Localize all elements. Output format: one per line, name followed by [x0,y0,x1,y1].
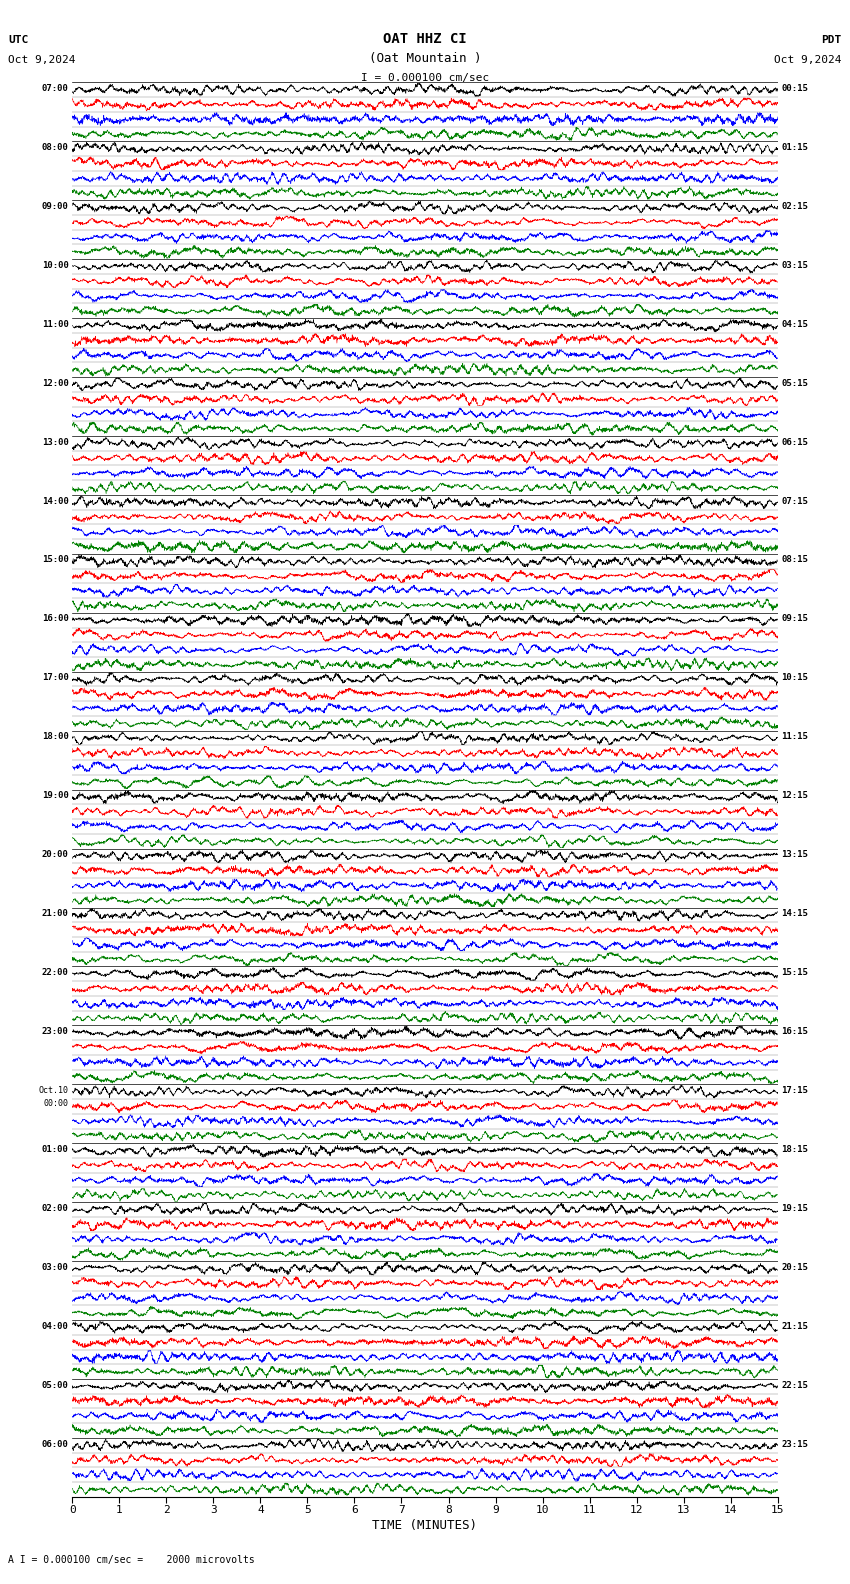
Text: 14:00: 14:00 [42,496,69,505]
Text: UTC: UTC [8,35,29,44]
Text: A I = 0.000100 cm/sec =    2000 microvolts: A I = 0.000100 cm/sec = 2000 microvolts [8,1555,255,1565]
Text: 19:15: 19:15 [781,1204,808,1213]
Text: (Oat Mountain ): (Oat Mountain ) [369,52,481,65]
Text: 06:00: 06:00 [42,1440,69,1448]
Text: 21:15: 21:15 [781,1321,808,1331]
Text: I = 0.000100 cm/sec: I = 0.000100 cm/sec [361,73,489,82]
Text: 17:15: 17:15 [781,1087,808,1095]
Text: 12:15: 12:15 [781,792,808,800]
Text: 17:00: 17:00 [42,673,69,683]
Text: 16:00: 16:00 [42,615,69,624]
Text: 23:15: 23:15 [781,1440,808,1448]
Text: 21:00: 21:00 [42,909,69,919]
Text: 19:00: 19:00 [42,792,69,800]
Text: 00:15: 00:15 [781,84,808,93]
Text: 05:15: 05:15 [781,379,808,388]
Text: 02:00: 02:00 [42,1204,69,1213]
Text: 01:00: 01:00 [42,1145,69,1153]
Text: 14:15: 14:15 [781,909,808,919]
Text: Oct 9,2024: Oct 9,2024 [8,55,76,65]
Text: 08:00: 08:00 [42,143,69,152]
Text: 15:15: 15:15 [781,968,808,977]
X-axis label: TIME (MINUTES): TIME (MINUTES) [372,1519,478,1532]
Text: 02:15: 02:15 [781,201,808,211]
Text: 00:00: 00:00 [44,1099,69,1107]
Text: 01:15: 01:15 [781,143,808,152]
Text: 06:15: 06:15 [781,437,808,447]
Text: 04:15: 04:15 [781,320,808,329]
Text: 11:00: 11:00 [42,320,69,329]
Text: 10:15: 10:15 [781,673,808,683]
Text: 09:00: 09:00 [42,201,69,211]
Text: 13:00: 13:00 [42,437,69,447]
Text: 22:00: 22:00 [42,968,69,977]
Text: 23:00: 23:00 [42,1026,69,1036]
Text: 16:15: 16:15 [781,1026,808,1036]
Text: 07:00: 07:00 [42,84,69,93]
Text: 20:00: 20:00 [42,851,69,859]
Text: 11:15: 11:15 [781,732,808,741]
Text: 15:00: 15:00 [42,556,69,564]
Text: 12:00: 12:00 [42,379,69,388]
Text: 18:15: 18:15 [781,1145,808,1153]
Text: 07:15: 07:15 [781,496,808,505]
Text: 10:00: 10:00 [42,261,69,269]
Text: OAT HHZ CI: OAT HHZ CI [383,32,467,46]
Text: Oct.10: Oct.10 [39,1087,69,1095]
Text: 03:00: 03:00 [42,1262,69,1272]
Text: 09:15: 09:15 [781,615,808,624]
Text: 08:15: 08:15 [781,556,808,564]
Text: 03:15: 03:15 [781,261,808,269]
Text: 22:15: 22:15 [781,1381,808,1389]
Text: 13:15: 13:15 [781,851,808,859]
Text: 04:00: 04:00 [42,1321,69,1331]
Text: 05:00: 05:00 [42,1381,69,1389]
Text: 18:00: 18:00 [42,732,69,741]
Text: Oct 9,2024: Oct 9,2024 [774,55,842,65]
Text: PDT: PDT [821,35,842,44]
Text: 20:15: 20:15 [781,1262,808,1272]
